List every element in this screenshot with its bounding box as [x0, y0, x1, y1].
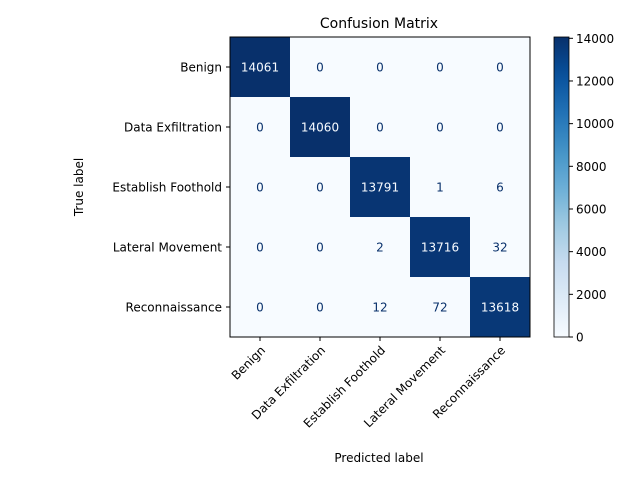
matrix-cell: [230, 277, 291, 338]
cell-value-label: 6: [496, 181, 504, 195]
matrix-cell: [470, 97, 531, 158]
cell-value-label: 0: [376, 61, 384, 75]
y-tick-label: Reconnaissance: [126, 301, 222, 315]
matrix-cell: [410, 157, 471, 218]
matrix-cell-labels: 14061 0 0 0 0 0 14060 0 0 0 0 0 13791 1 6 0 0 2 13716 32 0 0 1…: [241, 61, 519, 315]
cell-value-label: 0: [256, 181, 264, 195]
cell-value-label: 32: [492, 241, 507, 255]
matrix-cell: [290, 97, 351, 158]
chart-title: Confusion Matrix: [320, 16, 438, 32]
matrix-cell: [410, 97, 471, 158]
cell-value-label: 0: [256, 241, 264, 255]
cell-value-label: 0: [256, 121, 264, 135]
matrix-cell: [290, 277, 351, 338]
colorbar-gradient: [553, 36, 570, 338]
cell-value-label: 0: [496, 121, 504, 135]
cell-value-label: 0: [496, 61, 504, 75]
matrix-cell: [350, 217, 411, 278]
colorbar: 0 2000 4000 6000 8000 10000 12000 14000: [553, 32, 614, 345]
colorbar-tick-label: 12000: [576, 74, 614, 88]
cell-value-label: 0: [316, 181, 324, 195]
x-tick-label: Benign: [229, 343, 268, 382]
colorbar-tick-label: 2000: [576, 288, 607, 302]
matrix-cell: [230, 37, 291, 98]
cell-value-label: 13716: [421, 241, 459, 255]
cell-value-label: 0: [376, 121, 384, 135]
cell-value-label: 72: [432, 301, 447, 315]
cell-value-label: 0: [436, 61, 444, 75]
matrix-cell: [350, 157, 411, 218]
cell-value-label: 0: [256, 301, 264, 315]
matrix-cell: [470, 217, 531, 278]
y-tick-label: Lateral Movement: [113, 241, 222, 255]
matrix-cell: [470, 37, 531, 98]
colorbar-tick-label: 4000: [576, 245, 607, 259]
y-tick-labels: Benign Data Exfiltration Establish Foothol…: [112, 61, 230, 315]
matrix-cells: [229, 36, 531, 338]
matrix-cell: [230, 157, 291, 218]
y-tick-label: Benign: [180, 61, 222, 75]
cell-value-label: 14061: [241, 61, 279, 75]
y-axis-label: True label: [72, 158, 86, 217]
matrix-cell: [470, 157, 531, 218]
matrix-cell: [230, 217, 291, 278]
matrix-cell: [290, 37, 351, 98]
matrix-cell: [470, 277, 531, 338]
colorbar-tick-label: 0: [576, 331, 584, 345]
x-axis-label: Predicted label: [334, 451, 423, 465]
cell-value-label: 0: [316, 241, 324, 255]
matrix-cell: [410, 277, 471, 338]
colorbar-tick-label: 8000: [576, 160, 607, 174]
colorbar-tick-label: 6000: [576, 202, 607, 216]
cell-value-label: 0: [316, 301, 324, 315]
matrix-cell: [290, 217, 351, 278]
cell-value-label: 12: [372, 301, 387, 315]
cell-value-label: 0: [436, 121, 444, 135]
cell-value-label: 2: [376, 241, 384, 255]
matrix-cell: [230, 97, 291, 158]
matrix-cell: [350, 97, 411, 158]
colorbar-tick-label: 14000: [576, 32, 614, 46]
matrix-cell: [350, 277, 411, 338]
matrix-cell: [350, 37, 411, 98]
cell-value-label: 13618: [481, 301, 519, 315]
colorbar-tick-label: 10000: [576, 117, 614, 131]
cell-value-label: 13791: [361, 181, 399, 195]
y-tick-label: Establish Foothold: [112, 181, 222, 195]
matrix-cell: [410, 37, 471, 98]
matrix-cell: [410, 217, 471, 278]
y-tick-label: Data Exfiltration: [124, 121, 222, 135]
matrix-cell: [290, 157, 351, 218]
cell-value-label: 0: [316, 61, 324, 75]
cell-value-label: 1: [436, 181, 444, 195]
cell-value-label: 14060: [301, 121, 339, 135]
